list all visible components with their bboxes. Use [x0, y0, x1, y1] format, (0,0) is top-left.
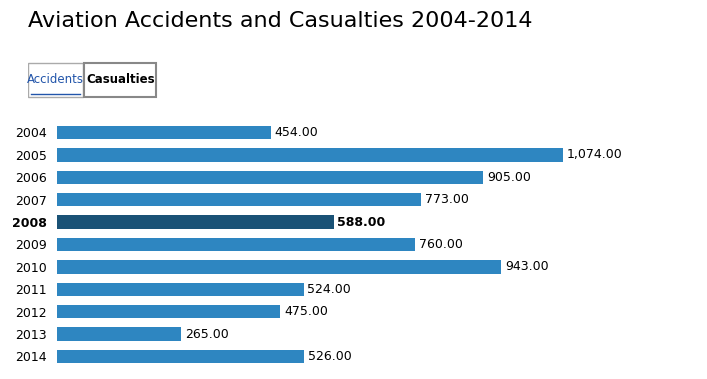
Text: 1,074.00: 1,074.00 — [566, 148, 622, 161]
Bar — [57, 282, 303, 296]
Bar — [57, 305, 281, 318]
Bar — [57, 327, 182, 341]
Text: 524.00: 524.00 — [308, 283, 351, 296]
Text: 773.00: 773.00 — [425, 193, 469, 206]
Bar — [57, 148, 563, 161]
Bar — [57, 350, 305, 363]
Text: 943.00: 943.00 — [505, 260, 549, 273]
Text: 454.00: 454.00 — [274, 126, 318, 139]
Text: 265.00: 265.00 — [185, 327, 229, 341]
Bar — [57, 215, 334, 229]
Bar — [57, 238, 415, 251]
Text: Aviation Accidents and Casualties 2004-2014: Aviation Accidents and Casualties 2004-2… — [28, 11, 533, 31]
Bar — [57, 171, 483, 184]
Bar — [57, 193, 421, 207]
Text: 760.00: 760.00 — [419, 238, 462, 251]
FancyBboxPatch shape — [28, 63, 83, 97]
Text: Casualties: Casualties — [86, 73, 155, 86]
Text: 526.00: 526.00 — [308, 350, 352, 363]
Bar — [57, 260, 501, 274]
Bar — [57, 126, 271, 139]
Text: 905.00: 905.00 — [487, 171, 531, 184]
Text: 588.00: 588.00 — [337, 216, 386, 229]
Text: Accidents: Accidents — [27, 73, 83, 86]
Text: 475.00: 475.00 — [284, 305, 328, 318]
FancyBboxPatch shape — [84, 63, 156, 97]
